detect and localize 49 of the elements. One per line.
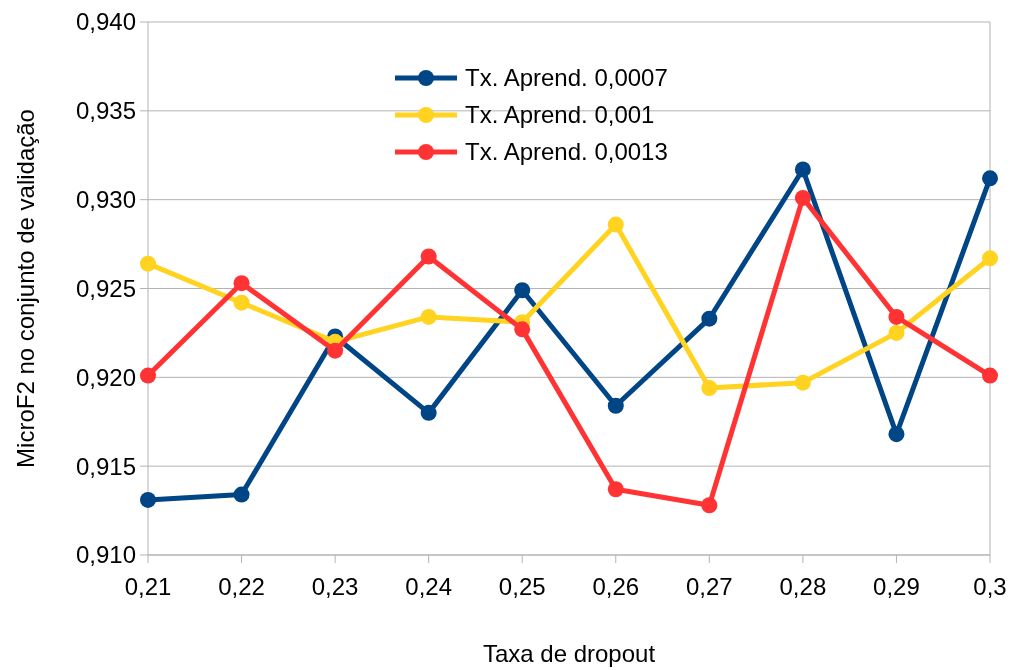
point <box>327 342 344 359</box>
point <box>888 308 905 325</box>
x-axis-title: Taxa de dropout <box>482 640 656 667</box>
y-axis-title: MicroF2 no conjunto de validação <box>12 109 39 468</box>
point <box>514 321 531 338</box>
point <box>888 324 905 341</box>
x-tick-label: 0,21 <box>124 573 172 600</box>
point <box>233 486 250 503</box>
point <box>514 282 531 299</box>
y-tick-label: 0,920 <box>75 363 136 391</box>
legend-label: Tx. Aprend. 0,0013 <box>465 138 668 166</box>
y-tick-label: 0,930 <box>75 186 136 214</box>
x-tick-label: 0,25 <box>498 573 546 600</box>
x-tick-label: 0,29 <box>873 573 920 600</box>
point <box>982 250 998 267</box>
point <box>701 310 718 327</box>
point <box>701 379 718 396</box>
point <box>420 248 437 265</box>
point <box>794 374 811 391</box>
point <box>420 404 437 421</box>
x-tick-label: 0,22 <box>218 573 265 600</box>
legend-label: Tx. Aprend. 0,0007 <box>465 64 668 92</box>
y-tick-label: 0,915 <box>75 452 136 480</box>
point <box>982 170 998 187</box>
point <box>140 255 156 272</box>
y-tick-label: 0,925 <box>75 274 136 302</box>
point <box>888 426 905 443</box>
point <box>982 367 998 384</box>
x-tick-label: 0,24 <box>405 573 453 600</box>
point <box>607 481 624 498</box>
point <box>233 294 250 311</box>
point <box>420 308 437 325</box>
point <box>140 367 156 384</box>
point <box>607 397 624 414</box>
point <box>701 497 718 514</box>
x-tick-label: 0,3 <box>973 573 1007 600</box>
x-tick-label: 0,28 <box>779 573 827 600</box>
point <box>794 161 811 178</box>
point <box>233 275 250 292</box>
x-tick-label: 0,26 <box>592 573 640 600</box>
point <box>607 216 624 233</box>
y-tick-label: 0,910 <box>75 541 136 569</box>
x-tick-label: 0,23 <box>311 573 359 600</box>
legend-label: Tx. Aprend. 0,001 <box>465 101 655 129</box>
point <box>140 491 156 508</box>
y-tick-label: 0,935 <box>75 97 136 125</box>
y-tick-label: 0,940 <box>75 8 136 36</box>
x-tick-label: 0,27 <box>685 573 733 600</box>
point <box>794 189 811 206</box>
